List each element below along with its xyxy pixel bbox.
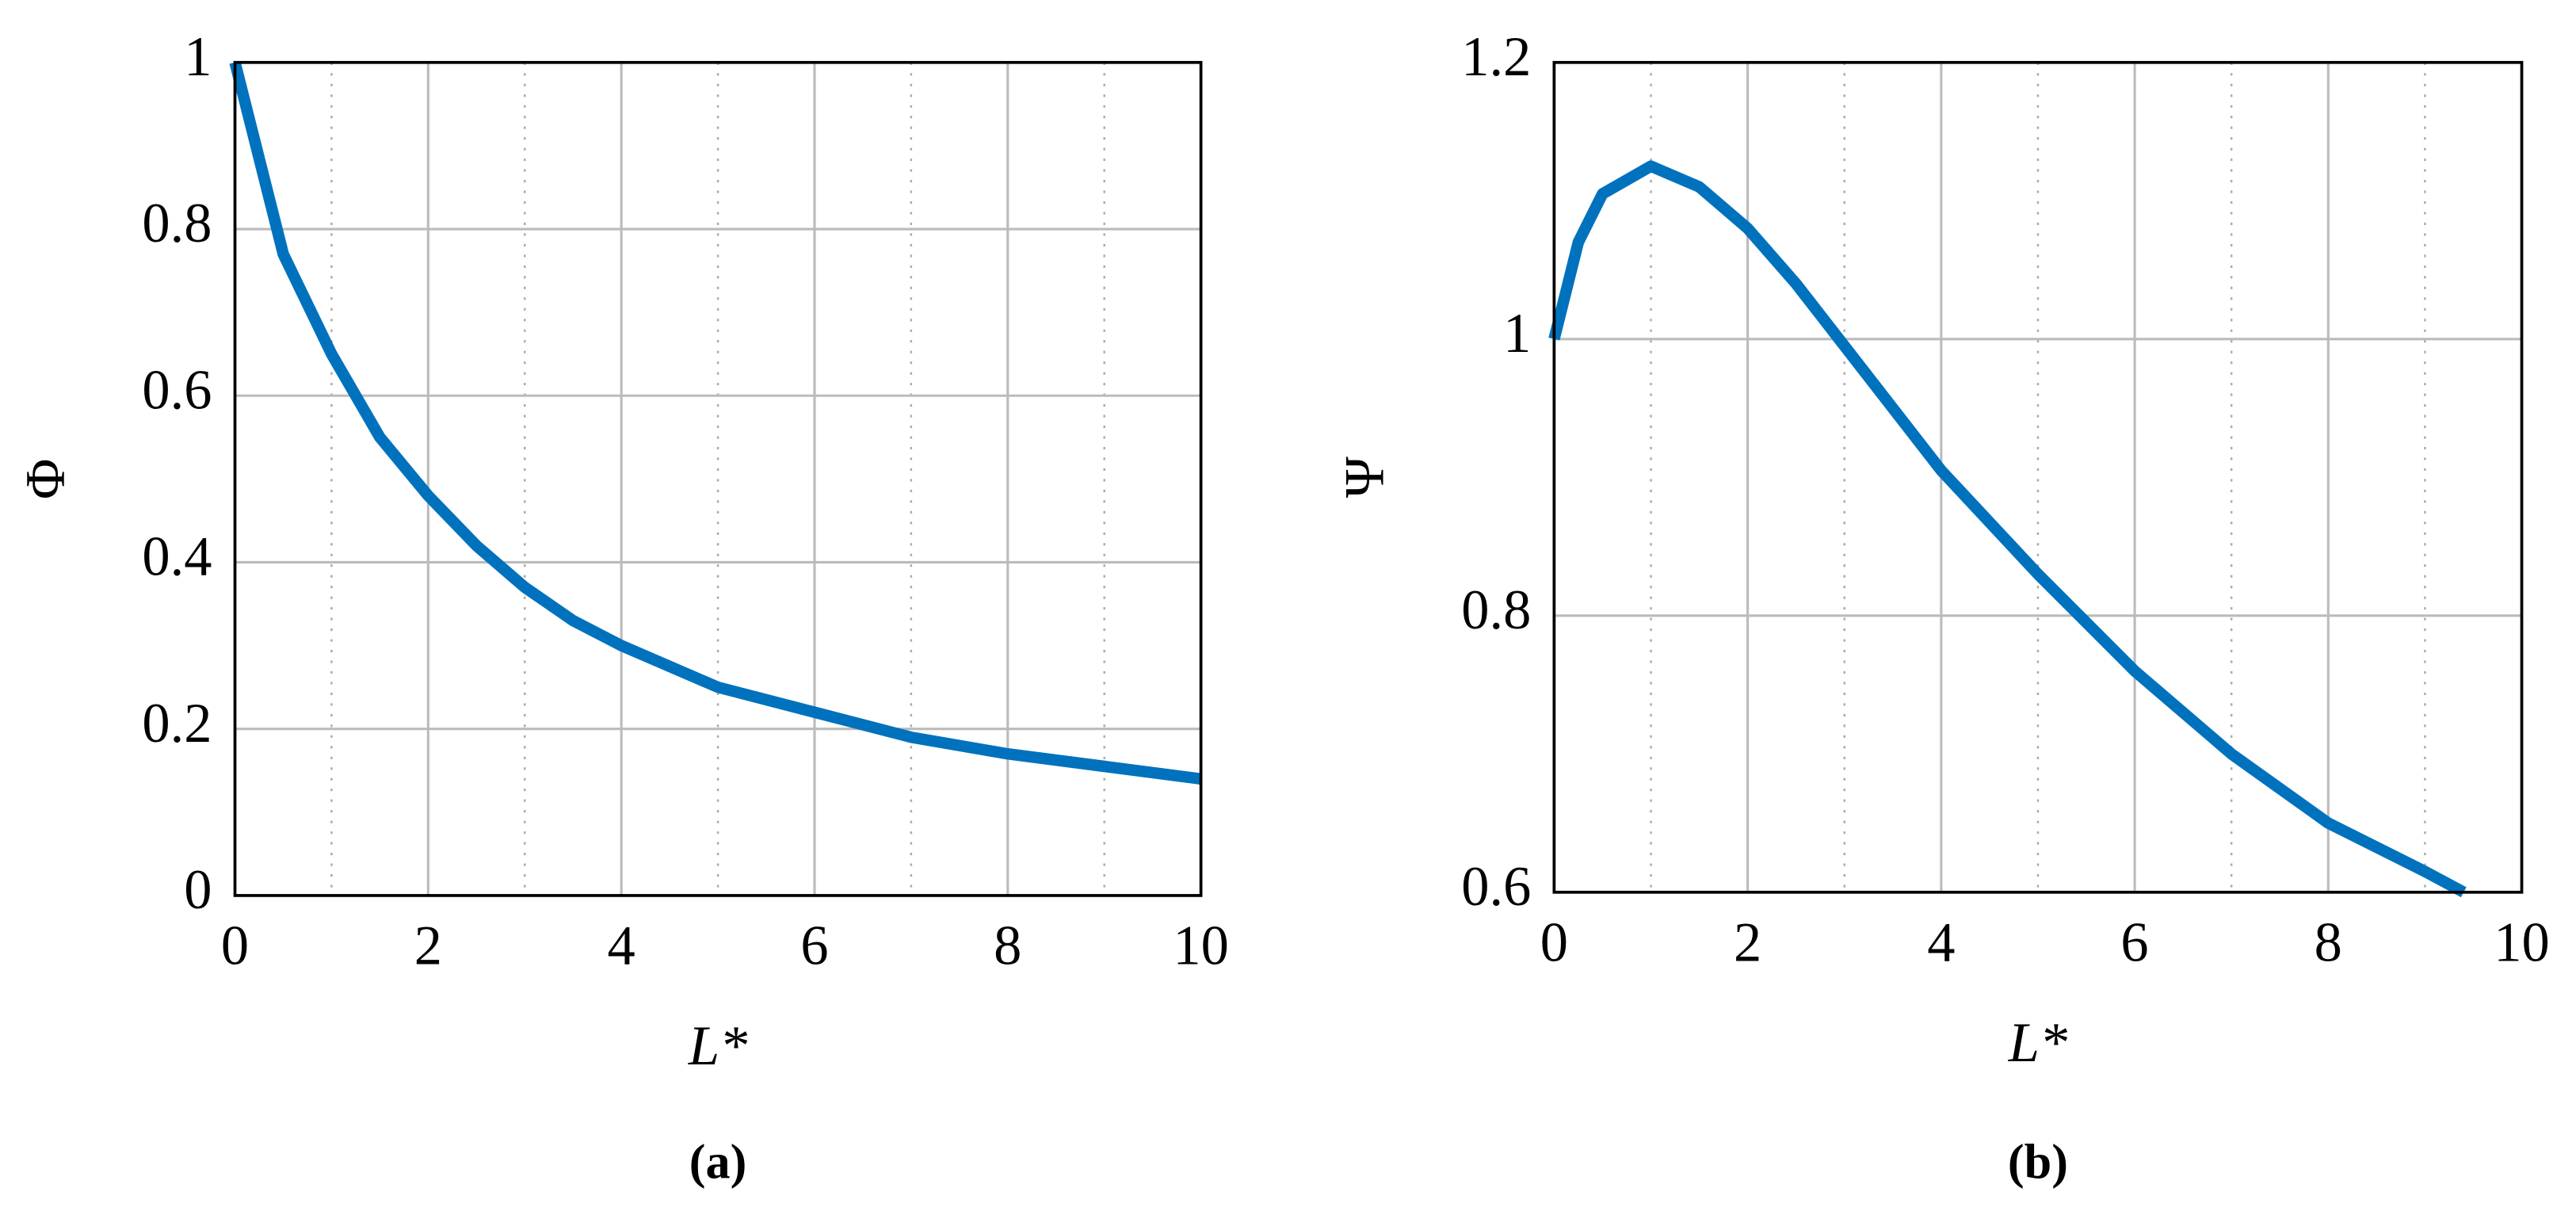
caption: (b) bbox=[2008, 1135, 2068, 1189]
x-tick-label: 0 bbox=[221, 915, 249, 977]
y-tick-label: 1 bbox=[1503, 303, 1531, 365]
plot-frame bbox=[1552, 60, 2524, 894]
y-tick-label: 1 bbox=[184, 26, 212, 88]
y-tick-label: 0.6 bbox=[142, 359, 212, 421]
x-tick-label: 8 bbox=[2315, 911, 2342, 973]
y-tick-label: 0.4 bbox=[142, 526, 212, 588]
x-tick-label: 8 bbox=[994, 915, 1021, 977]
x-tick-label: 2 bbox=[414, 915, 442, 977]
y-tick-label: 0.6 bbox=[1461, 856, 1531, 918]
plot-frame bbox=[233, 60, 1203, 897]
y-tick-label: 0 bbox=[184, 859, 212, 921]
line bbox=[1548, 160, 2467, 898]
x-tick-label: 4 bbox=[608, 915, 635, 977]
x-tick-label: 4 bbox=[1927, 911, 1955, 973]
y-tick-label: 0.8 bbox=[1461, 579, 1531, 641]
x-axis-label: L* bbox=[2008, 1012, 2068, 1074]
y-tick-label: 1.2 bbox=[1461, 26, 1531, 88]
y-axis-label: Ψ bbox=[1334, 457, 1395, 498]
x-tick-label: 6 bbox=[800, 915, 828, 977]
x-tick-label: 10 bbox=[2494, 911, 2549, 973]
x-tick-label: 2 bbox=[1734, 911, 1761, 973]
x-tick-label: 0 bbox=[1540, 911, 1568, 973]
x-tick-label: 6 bbox=[2120, 911, 2148, 973]
caption: (a) bbox=[689, 1135, 747, 1189]
x-axis-label: L* bbox=[688, 1015, 748, 1077]
x-tick-label: 10 bbox=[1173, 915, 1228, 977]
line bbox=[229, 61, 1202, 785]
y-tick-label: 0.2 bbox=[142, 693, 212, 754]
y-tick-label: 0.8 bbox=[142, 193, 212, 254]
y-axis-label: Φ bbox=[14, 459, 76, 500]
